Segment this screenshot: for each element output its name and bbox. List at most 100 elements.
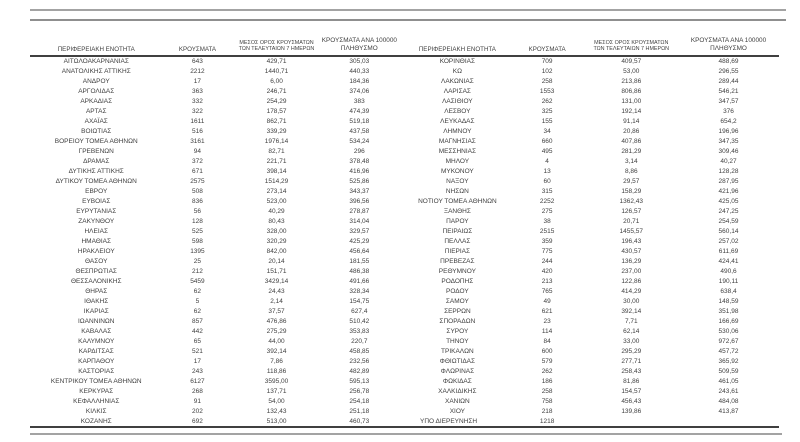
- region-cell: ΚΕΡΚΥΡΑΣ: [79, 388, 114, 395]
- cases-cell: 60: [543, 178, 551, 185]
- avg7-cell: 24,43: [268, 288, 285, 295]
- cases-cell: 671: [191, 168, 203, 175]
- per100k-cell: 328,34: [349, 288, 370, 295]
- cases-cell: 262: [541, 368, 553, 375]
- region-cell: ΚΕΦΑΛΛΗΝΙΑΣ: [73, 398, 120, 405]
- table-row: ΙΘΑΚΗΣ 5 2,14 154,75: [30, 297, 398, 307]
- cases-cell: 2252: [539, 198, 555, 205]
- avg7-cell: 409,57: [621, 58, 642, 65]
- avg7-cell: 154,57: [621, 388, 642, 395]
- cases-cell: 692: [191, 418, 203, 425]
- region-cell: ΞΑΝΘΗΣ: [443, 208, 471, 215]
- header-cases-label: ΚΡΟΥΣΜΑΤΑ: [528, 46, 566, 53]
- table-row: ΝΑΞΟΥ 60 29,57 287,95: [405, 177, 779, 187]
- per100k-cell: 488,69: [718, 58, 739, 65]
- region-cell: ΧΑΝΙΩΝ: [444, 398, 470, 405]
- header-underline: [30, 55, 779, 57]
- avg7-cell: 30,00: [623, 298, 640, 305]
- cases-cell: 2515: [539, 228, 555, 235]
- avg7-cell: 3595,00: [264, 378, 289, 385]
- header-avg7-line1: ΜΕΣΟΣ ΟΡΟΣ ΚΡΟΥΣΜΑΤΩΝ: [239, 39, 314, 46]
- per100k-cell: 329,57: [349, 228, 370, 235]
- avg7-cell: 392,14: [621, 308, 642, 315]
- header-cases: ΚΡΟΥΣΜΑΤΑ: [510, 30, 585, 55]
- avg7-cell: 295,29: [621, 348, 642, 355]
- region-cell: ΡΕΘΥΜΝΟΥ: [438, 268, 476, 275]
- region-cell: ΣΥΡΟΥ: [446, 328, 469, 335]
- table-row: ΝΟΤΙΟΥ ΤΟΜΕΑ ΑΘΗΝΩΝ 2252 1362,43 425,05: [405, 197, 779, 207]
- cases-cell: 6127: [190, 378, 205, 385]
- table-body-right: ΚΟΡΙΝΘΙΑΣ 709 409,57 488,69 ΚΩ 102 53,00 296,55…: [405, 57, 779, 427]
- table-row: ΠΙΕΡΙΑΣ 775 430,57 611,69: [405, 247, 779, 257]
- avg7-cell: 1514,29: [264, 178, 289, 185]
- avg7-cell: 62,14: [623, 328, 640, 335]
- cases-cell: 325: [541, 108, 553, 115]
- table-row: ΗΡΑΚΛΕΙΟΥ 1395 842,00 456,64: [30, 247, 398, 257]
- table-row: ΜΗΛΟΥ 4 3,14 40,27: [405, 157, 779, 167]
- avg7-cell: 3,14: [624, 158, 638, 165]
- region-cell: ΔΥΤΙΚΟΥ ΤΟΜΕΑ ΑΘΗΝΩΝ: [55, 178, 137, 185]
- table-row: ΑΧΑΪΑΣ 1611 862,71 519,18: [30, 117, 398, 127]
- cases-cell: 56: [193, 208, 202, 215]
- region-cell: ΣΠΟΡΑΔΩΝ: [439, 318, 476, 325]
- per100k-cell: 343,37: [349, 188, 370, 195]
- region-cell: ΙΘΑΚΗΣ: [84, 298, 109, 305]
- region-cell: ΠΕΙΡΑΙΩΣ: [442, 228, 473, 235]
- region-cell: ΘΕΣΠΡΩΤΙΑΣ: [75, 268, 117, 275]
- cases-cell: 5459: [190, 278, 205, 285]
- table-row: ΥΠΟ ΔΙΕΡΕΥΝΗΣΗ 1218: [405, 417, 779, 427]
- cases-cell: 65: [193, 338, 202, 345]
- avg7-cell: 122,86: [621, 278, 642, 285]
- avg7-cell: 476,86: [266, 318, 287, 325]
- avg7-cell: 277,71: [621, 358, 642, 365]
- table-row: ΜΑΓΝΗΣΙΑΣ 660 407,86 347,35: [405, 137, 779, 147]
- per100k-cell: 287,95: [718, 178, 739, 185]
- region-cell: ΚΙΛΚΙΣ: [85, 408, 107, 415]
- per100k-cell: 365,92: [718, 358, 739, 365]
- table-row: ΚΕΝΤΡΙΚΟΥ ΤΟΜΕΑ ΑΘΗΝΩΝ 6127 3595,00 595,13: [30, 377, 398, 387]
- region-cell: ΕΒΡΟΥ: [85, 188, 108, 195]
- region-cell: ΣΑΜΟΥ: [445, 298, 469, 305]
- region-cell: ΚΟΖΑΝΗΣ: [80, 418, 112, 425]
- region-cell: ΝΑΞΟΥ: [446, 178, 469, 185]
- table-row: ΛΑΚΩΝΙΑΣ 258 213,86 289,44: [405, 77, 779, 87]
- header-per100k: ΚΡΟΥΣΜΑΤΑ ΑΝΑ 100000 ΠΛΗΘΥΣΜΟ: [321, 30, 398, 55]
- avg7-cell: 91,14: [623, 118, 640, 125]
- table-row: ΘΑΣΟΥ 25 20,14 181,55: [30, 257, 398, 267]
- table-row: ΤΡΙΚΑΛΩΝ 600 295,29 457,72: [405, 347, 779, 357]
- avg7-cell: 6,00: [270, 78, 283, 85]
- cases-table-right: ΠΕΡΙΦΕΡΕΙΑΚΗ ΕΝΟΤΗΤΑ ΚΡΟΥΣΜΑΤΑ ΜΕΣΟΣ ΟΡΟ…: [405, 30, 779, 427]
- region-cell: ΥΠΟ ΔΙΕΡΕΥΝΗΣΗ: [420, 418, 478, 425]
- header-avg7-line1: ΜΕΣΟΣ ΟΡΟΣ ΚΡΟΥΣΜΑΤΩΝ: [594, 39, 669, 46]
- table-row: ΗΛΕΙΑΣ 525 328,00 329,57: [30, 227, 398, 237]
- table-row: ΝΗΣΩΝ 315 158,29 421,96: [405, 187, 779, 197]
- table-row: ΗΜΑΘΙΑΣ 598 320,29 425,29: [30, 237, 398, 247]
- region-cell: ΠΕΛΛΑΣ: [444, 238, 471, 245]
- avg7-cell: 158,29: [621, 188, 642, 195]
- avg7-cell: 54,00: [268, 398, 285, 405]
- region-cell: ΜΕΣΣΗΝΙΑΣ: [438, 148, 477, 155]
- table-header: ΠΕΡΙΦΕΡΕΙΑΚΗ ΕΝΟΤΗΤΑ ΚΡΟΥΣΜΑΤΑ ΜΕΣΟΣ ΟΡΟ…: [30, 30, 398, 55]
- table-row: ΣΠΟΡΑΔΩΝ 23 7,71 166,69: [405, 317, 779, 327]
- avg7-cell: 339,29: [266, 128, 287, 135]
- region-cell: ΚΕΝΤΡΙΚΟΥ ΤΟΜΕΑ ΑΘΗΝΩΝ: [50, 378, 142, 385]
- header-region: ΠΕΡΙΦΕΡΕΙΑΚΗ ΕΝΟΤΗΤΑ: [405, 30, 510, 55]
- region-cell: ΖΑΚΥΝΘΟΥ: [78, 218, 115, 225]
- table-row: ΦΛΩΡΙΝΑΣ 262 258,43 509,59: [405, 367, 779, 377]
- table-row: ΣΑΜΟΥ 49 30,00 148,59: [405, 297, 779, 307]
- per100k-cell: 396,56: [349, 198, 370, 205]
- per100k-cell: 457,72: [718, 348, 739, 355]
- region-cell: ΒΟΡΕΙΟΥ ΤΟΜΕΑ ΑΘΗΝΩΝ: [54, 138, 138, 145]
- region-cell: ΑΡΤΑΣ: [85, 108, 107, 115]
- table-row: ΡΟΔΟΠΗΣ 213 122,86 190,11: [405, 277, 779, 287]
- cases-cell: 372: [191, 158, 203, 165]
- table-row: ΑΝΑΤΟΛΙΚΗΣ ΑΤΤΙΚΗΣ 2212 1440,71 440,33: [30, 67, 398, 77]
- cases-cell: 359: [541, 238, 553, 245]
- table-row: ΚΟΡΙΝΘΙΑΣ 709 409,57 488,69: [405, 57, 779, 67]
- avg7-cell: 523,00: [266, 198, 287, 205]
- per100k-cell: 425,05: [718, 198, 739, 205]
- avg7-cell: 414,29: [621, 288, 642, 295]
- table-row: ΔΥΤΙΚΟΥ ΤΟΜΕΑ ΑΘΗΝΩΝ 2575 1514,29 525,86: [30, 177, 398, 187]
- cases-cell: 268: [191, 388, 203, 395]
- region-cell: ΑΧΑΪΑΣ: [84, 118, 108, 125]
